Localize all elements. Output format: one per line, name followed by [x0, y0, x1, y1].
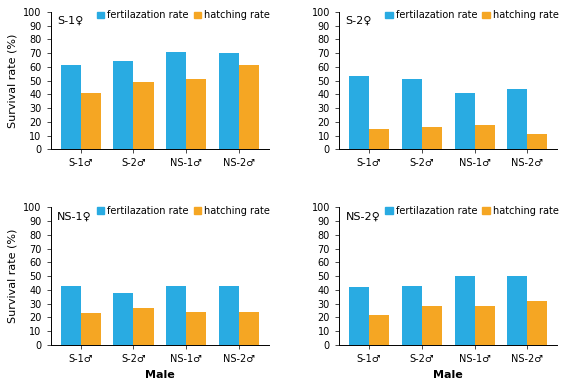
- Legend: fertilazation rate, hatching rate: fertilazation rate, hatching rate: [96, 206, 270, 216]
- Legend: fertilazation rate, hatching rate: fertilazation rate, hatching rate: [96, 10, 270, 20]
- Bar: [133, 308, 154, 345]
- Bar: [186, 312, 207, 345]
- Legend: fertilazation rate, hatching rate: fertilazation rate, hatching rate: [385, 10, 558, 20]
- X-axis label: Male: Male: [145, 370, 175, 379]
- Bar: [219, 53, 239, 149]
- Bar: [349, 76, 369, 149]
- Bar: [475, 307, 495, 345]
- Bar: [81, 93, 101, 149]
- Bar: [166, 286, 186, 345]
- Bar: [369, 315, 389, 345]
- Bar: [528, 134, 547, 149]
- Y-axis label: Survival rate (%): Survival rate (%): [8, 229, 17, 323]
- Bar: [113, 293, 133, 345]
- Bar: [239, 312, 259, 345]
- Bar: [507, 89, 528, 149]
- Bar: [422, 127, 442, 149]
- Bar: [454, 276, 475, 345]
- Bar: [507, 276, 528, 345]
- Y-axis label: Survival rate (%): Survival rate (%): [8, 33, 17, 128]
- Legend: fertilazation rate, hatching rate: fertilazation rate, hatching rate: [385, 206, 558, 216]
- Text: NS-2♀: NS-2♀: [346, 211, 380, 221]
- Text: NS-1♀: NS-1♀: [57, 211, 92, 221]
- Bar: [61, 65, 81, 149]
- Text: S-1♀: S-1♀: [57, 16, 83, 26]
- Bar: [133, 82, 154, 149]
- Bar: [219, 286, 239, 345]
- Bar: [475, 125, 495, 149]
- Bar: [81, 313, 101, 345]
- Bar: [369, 129, 389, 149]
- X-axis label: Male: Male: [434, 370, 463, 379]
- Bar: [454, 93, 475, 149]
- Bar: [528, 301, 547, 345]
- Bar: [186, 79, 207, 149]
- Bar: [401, 79, 422, 149]
- Bar: [422, 307, 442, 345]
- Bar: [61, 286, 81, 345]
- Bar: [113, 61, 133, 149]
- Bar: [349, 287, 369, 345]
- Bar: [401, 286, 422, 345]
- Bar: [166, 52, 186, 149]
- Bar: [239, 65, 259, 149]
- Text: S-2♀: S-2♀: [346, 16, 372, 26]
